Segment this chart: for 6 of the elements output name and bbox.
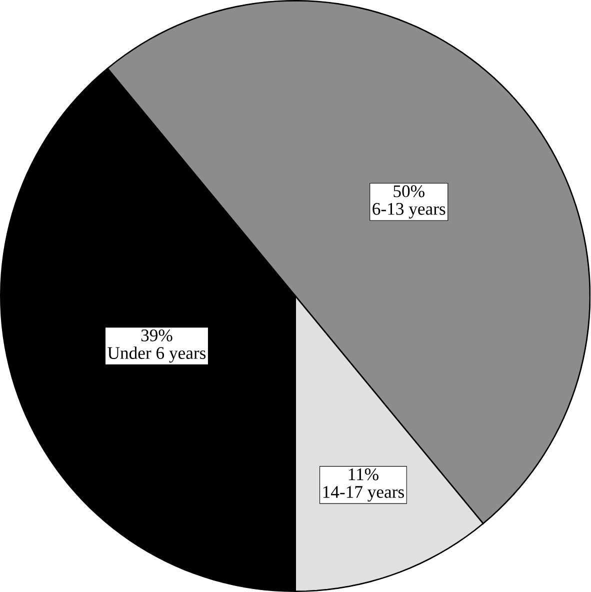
data-label: 50% xyxy=(394,185,425,198)
data-label: 39% xyxy=(142,329,172,342)
slice-label: 6-13 years xyxy=(372,202,446,218)
data-label: 11% xyxy=(349,468,379,480)
slice-label: Under 6 years xyxy=(108,346,206,363)
slice-label: 14-17 years xyxy=(324,486,404,502)
